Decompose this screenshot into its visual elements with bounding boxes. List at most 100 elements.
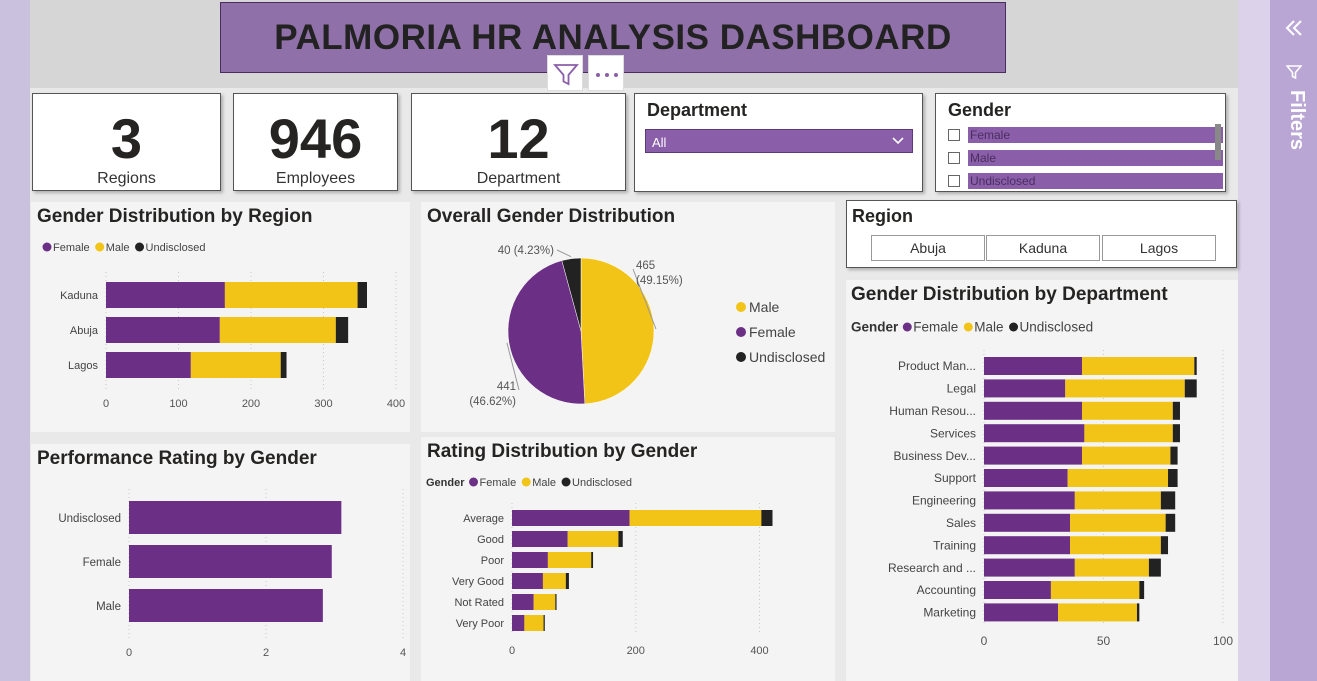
x-tick-label: 0 [103,398,109,410]
bar-segment [512,510,630,526]
kpi-regions-value: 3 [110,107,143,170]
checkbox[interactable] [948,175,960,187]
chart-title: Rating Distribution by Gender [427,441,698,462]
bar-segment [512,531,568,547]
gender-option-label: Undisclosed [970,174,1036,188]
chart-title: Overall Gender Distribution [427,206,676,227]
gender-option-label: Male [970,151,997,165]
x-tick-label: 400 [387,398,405,410]
chart-title: Gender Distribution by Region [37,206,313,227]
visual-filter-button[interactable] [547,55,583,91]
department-dropdown-value: All [652,135,667,150]
more-options-icon [596,73,618,77]
bar-segment [984,469,1068,487]
x-tick-label: 2 [263,647,269,659]
category-label: Human Resou... [889,404,976,418]
legend-marker [561,477,571,487]
filters-pane[interactable]: Filters [1270,0,1317,681]
bar-segment [512,594,534,610]
bar-segment [567,531,619,547]
right-margin [1238,0,1270,681]
dashboard-title: PALMORIA HR ANALYSIS DASHBOARD [274,17,952,57]
region-button-abuja[interactable]: Abuja [871,235,985,261]
filter-icon [1286,65,1302,80]
checkbox[interactable] [948,129,960,141]
bar-segment [1081,401,1173,420]
bar-segment [190,352,281,378]
bar-segment [555,594,557,610]
legend-label: Male [532,477,556,489]
bar-segment [984,446,1082,465]
bar-segment [512,573,543,589]
gender-by-region-panel: Gender Distribution by Region Female Male… [31,202,410,432]
category-label: Sales [946,516,976,530]
department-slicer: Department All [634,93,923,192]
gender-by-department-panel: Gender Distribution by Department Gender… [846,280,1238,681]
legend-label: Female [480,477,517,489]
category-label: Female [83,557,121,569]
bar-segment [512,615,525,631]
legend-marker [1009,322,1019,332]
callout-line [506,342,520,391]
bar-segment [1084,424,1173,443]
more-options-button[interactable] [588,55,624,91]
bar-segment [761,510,773,526]
x-tick-label: 50 [1097,634,1111,648]
rating-by-gender-chart: Gender Female Male Undisclosed 0 200 400 Averag… [426,477,773,657]
bar-segment [106,282,225,308]
category-label: Male [96,601,121,613]
department-dropdown[interactable]: All [645,129,913,153]
category-label: Not Rated [454,597,504,609]
region-button-kaduna[interactable]: Kaduna [986,235,1100,261]
callout-line [632,268,657,330]
collapse-chevrons-icon[interactable] [1284,18,1304,38]
gender-slicer-scrollbar[interactable] [1215,124,1221,160]
gender-option-male[interactable]: Male [948,150,1223,168]
kpi-department-card: 12 Department [411,93,626,191]
legend-label: Female [913,320,958,335]
category-label: Average [463,513,504,525]
legend-marker [469,477,479,487]
bar-segment [1058,603,1137,622]
bar-segment [106,317,220,343]
bar-segment [984,581,1051,599]
bar-segment [524,615,544,631]
pie-slice [580,257,655,405]
bar-segment [984,357,1082,375]
bar-segment [1170,446,1178,465]
bar-segment [984,536,1071,555]
legend-label: Male [106,242,130,254]
data-label: 465 [636,260,655,272]
option-bar [968,150,1223,166]
chart-title: Gender Distribution by Department [851,284,1168,305]
overall-gender-panel: Overall Gender Distribution 465 (49.15%) 4… [421,202,835,432]
bar-segment [1160,491,1176,510]
legend-marker [902,322,912,332]
bar-segment [984,558,1075,577]
legend-marker [42,242,52,252]
legend-marker [963,322,973,332]
x-tick-label: 0 [509,645,515,657]
category-label: Very Good [452,576,504,588]
option-bar [968,173,1223,189]
legend-label: Undisclosed [572,477,632,489]
pie-slice [561,257,582,332]
region-button-lagos[interactable]: Lagos [1102,235,1216,261]
bar-segment [224,282,358,308]
legend-label: Male [974,320,1003,335]
bar-segment [1050,581,1140,599]
bar-segment [1136,603,1140,622]
legend-label: Undisclosed [1020,320,1094,335]
kpi-employees-card: 946 Employees [233,93,398,191]
kpi-employees-value: 946 [268,107,363,170]
checkbox[interactable] [948,152,960,164]
legend-label: Female [749,324,796,340]
bar-segment [1081,357,1195,375]
bar-segment [984,491,1075,510]
gender-option-undisclosed[interactable]: Undisclosed [948,173,1223,191]
category-label: Lagos [68,360,98,372]
bar-segment [547,552,592,568]
gender-option-female[interactable]: Female [948,127,1223,145]
filters-label[interactable]: Filters [1286,90,1308,151]
category-label: Research and ... [888,561,976,575]
